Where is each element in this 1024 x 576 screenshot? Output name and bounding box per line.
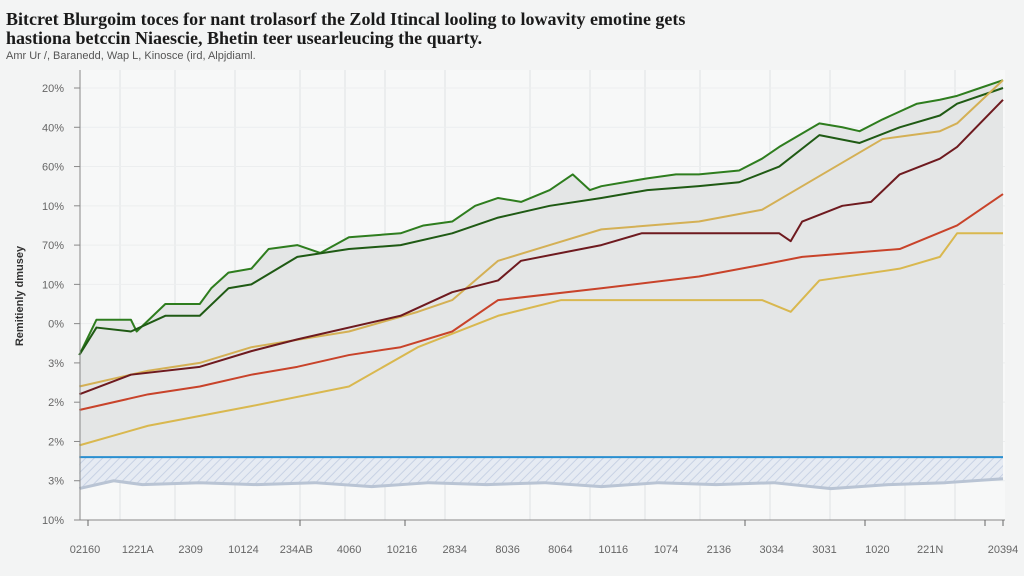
y-tick-label: 3% [48,358,64,370]
y-tick-label: 0% [48,319,64,331]
x-tick-label: 10116 [598,544,628,556]
series-line-gold-upper [79,79,1004,388]
x-tick-label: 8064 [548,544,572,556]
x-tick-label: 2834 [443,544,467,556]
series-line-gold-lower [78,232,1003,447]
y-tick-label: 60% [42,162,64,174]
x-tick-label: 1221A [122,544,154,556]
x-tick-label: 02160 [70,544,101,556]
x-tick-label: 234AB [280,544,313,556]
x-tick-label: 221N [917,544,943,556]
x-tick-label: 2309 [178,544,202,556]
y-tick-label: 10% [42,515,64,527]
y-tick-label: 40% [42,122,64,134]
x-tick-label: 10216 [387,544,418,556]
y-tick-label: 3% [48,476,64,488]
x-tick-label: 8036 [495,544,519,556]
y-tick-label: 10% [42,279,64,291]
hatched-band [79,457,1003,489]
y-tick-label: 20% [42,83,64,95]
series-line-grey-band [78,477,1004,491]
x-tick-label: 1074 [654,544,678,556]
x-tick-label: 20394 [988,544,1019,556]
x-tick-label: 3031 [812,544,836,556]
x-tick-label: 2136 [707,544,731,556]
series-line-red [79,193,1004,412]
series-line-dark-red [78,99,1004,396]
x-tick-label: 4060 [337,544,361,556]
chart-subtitle: Amr Ur /, Baranedd, Wap L, Kinosce (ird,… [6,50,256,62]
x-tick-label: 10124 [228,544,259,556]
y-tick-label: 10% [42,201,64,213]
series-line-green-top [78,79,1004,356]
y-tick-label: 70% [42,240,64,252]
x-tick-label: 1020 [865,544,889,556]
chart-title: Bitcret Blurgoim toces for nant trolasor… [6,9,686,48]
y-tick-label: 2% [48,397,64,409]
series-line-green-second [78,87,1004,356]
x-tick-label: 3034 [759,544,783,556]
y-tick-label: 2% [48,436,64,448]
